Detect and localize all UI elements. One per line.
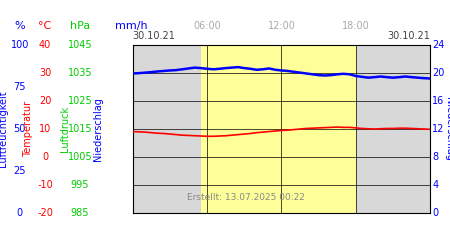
- Text: Niederschlag: Niederschlag: [93, 97, 103, 161]
- Text: Temperatur: Temperatur: [23, 101, 33, 157]
- Text: -20: -20: [37, 208, 53, 218]
- Text: 18:00: 18:00: [342, 21, 370, 31]
- Text: 30.10.21: 30.10.21: [133, 31, 176, 41]
- Text: 1035: 1035: [68, 68, 92, 78]
- Text: 75: 75: [14, 82, 26, 92]
- Text: 30: 30: [39, 68, 51, 78]
- Text: 1045: 1045: [68, 40, 92, 50]
- Text: 1015: 1015: [68, 124, 92, 134]
- Text: 50: 50: [14, 124, 26, 134]
- Text: 25: 25: [14, 166, 26, 175]
- Text: 30.10.21: 30.10.21: [387, 31, 430, 41]
- Text: 12:00: 12:00: [268, 21, 295, 31]
- Text: Luftfeuchtigkeit: Luftfeuchtigkeit: [0, 90, 8, 167]
- Text: 995: 995: [71, 180, 90, 190]
- Text: -10: -10: [37, 180, 53, 190]
- Text: 20: 20: [432, 68, 445, 78]
- Text: 12: 12: [432, 124, 445, 134]
- Text: 16: 16: [432, 96, 445, 106]
- Text: 40: 40: [39, 40, 51, 50]
- Text: 20: 20: [39, 96, 51, 106]
- Text: 0: 0: [42, 152, 48, 162]
- Text: Luftdruck: Luftdruck: [60, 106, 70, 152]
- Text: Erstellt: 13.07.2025 00:22: Erstellt: 13.07.2025 00:22: [187, 194, 305, 202]
- Text: 24: 24: [432, 40, 445, 50]
- Text: 100: 100: [11, 40, 29, 50]
- Text: 1005: 1005: [68, 152, 92, 162]
- Bar: [201, 45, 356, 212]
- Text: 985: 985: [71, 208, 90, 218]
- Text: 8: 8: [432, 152, 439, 162]
- Text: 06:00: 06:00: [193, 21, 221, 31]
- Text: 0: 0: [17, 208, 23, 218]
- Text: 1025: 1025: [68, 96, 93, 106]
- Text: 10: 10: [39, 124, 51, 134]
- Text: Niederschlag: Niederschlag: [444, 97, 450, 161]
- Text: %: %: [14, 21, 25, 31]
- Text: hPa: hPa: [70, 21, 90, 31]
- Text: mm/h: mm/h: [115, 21, 148, 31]
- Text: 0: 0: [432, 208, 439, 218]
- Text: °C: °C: [38, 21, 52, 31]
- Text: 4: 4: [432, 180, 439, 190]
